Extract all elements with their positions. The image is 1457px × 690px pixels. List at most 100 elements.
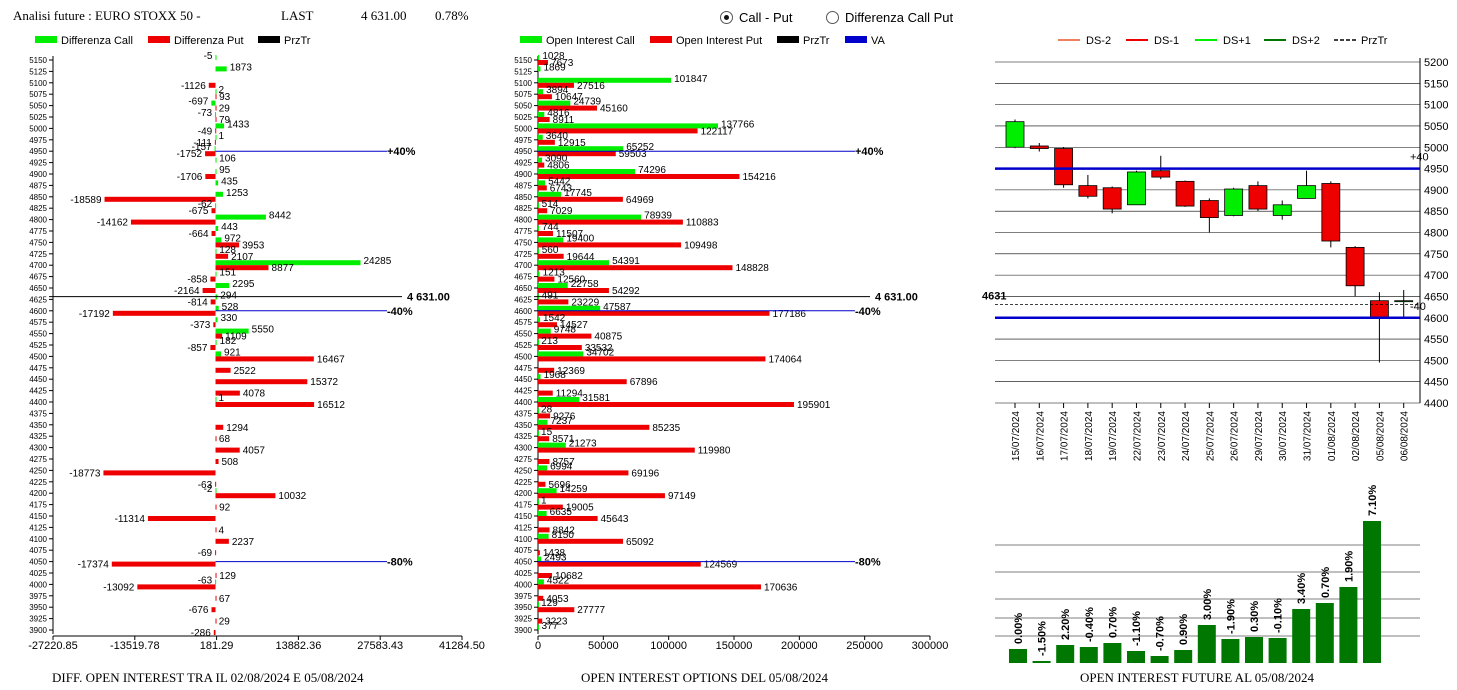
bar-put (112, 310, 216, 316)
bar-call (538, 180, 546, 186)
bar-put-label: 174064 (768, 354, 802, 365)
y-tick-label: 4950 (1424, 164, 1448, 176)
bar-call-label: 65252 (626, 142, 654, 153)
bar-call (538, 89, 544, 95)
bar-call (538, 533, 549, 539)
oi-bar (1268, 638, 1287, 663)
bar-put (538, 196, 623, 202)
bar-put (538, 333, 592, 339)
y-tick-label: 3900 (514, 626, 532, 635)
bar-put-label: 5696 (548, 480, 571, 491)
bar-put-label: 508 (222, 457, 239, 468)
bar-put-label: 15372 (310, 377, 338, 388)
bar-put (215, 550, 217, 556)
bar-put-label: 23229 (571, 297, 599, 308)
bar-put-label: -676 (188, 605, 208, 616)
x-tick-label: -13519.78 (110, 640, 160, 652)
bar-call (538, 328, 551, 334)
candle-body (1102, 187, 1122, 210)
bar-put (538, 139, 555, 145)
bar-put-label: 109498 (684, 240, 718, 251)
bar-call (215, 123, 225, 129)
bar-put (538, 527, 550, 533)
bar-call-label: 1 (219, 393, 225, 404)
bar-put (538, 185, 547, 191)
y-tick-label: 5000 (29, 124, 47, 133)
bar-put-label: -2164 (174, 286, 200, 297)
bar-put-label: -675 (188, 206, 208, 217)
bar-call (215, 260, 361, 266)
bar-put-label: -63 (198, 480, 213, 491)
y-tick-label: 4500 (29, 352, 47, 361)
y-tick-label: 5025 (29, 113, 47, 122)
bar-put (538, 94, 552, 100)
candle-body (1248, 185, 1268, 210)
bar-call-label: 8150 (552, 530, 575, 541)
x-tick-label: 27583.43 (357, 640, 403, 652)
candle-body (1199, 200, 1219, 218)
bar-call-label: 78939 (644, 211, 672, 222)
bar-put (210, 299, 216, 305)
bar-call (538, 260, 610, 266)
bar-put (538, 402, 794, 407)
legend-swatch-przTr (258, 36, 280, 43)
bar-put (147, 516, 216, 521)
radio-unselected-icon[interactable] (826, 11, 839, 24)
chart-open-interest-future: 0.00% -1.50% 2.20% -0.40% 0.70% -1.10% -0.70% 0… (995, 485, 1420, 663)
y-tick-label: 4825 (514, 204, 532, 213)
bar-put (215, 242, 240, 248)
legend-right-przTr-label: PrzTr (1361, 35, 1388, 47)
x-tick-label: 0 (535, 640, 541, 652)
oi-bar-label: 7.10% (1367, 485, 1379, 516)
y-tick-label: 5150 (1424, 78, 1448, 90)
bar-call-label: 101847 (674, 74, 708, 85)
legend-swatch-oi-put (650, 36, 672, 43)
bar-put-label: 4053 (546, 594, 569, 605)
bar-put-label: 110883 (686, 218, 719, 229)
y-tick-label: 5075 (514, 90, 532, 99)
y-tick-label: 4075 (29, 546, 47, 555)
bar-put-label: -858 (187, 275, 207, 286)
radio-differenza-call-put[interactable]: Differenza Call Put (826, 10, 953, 25)
radio-call-put[interactable]: Call - Put (720, 10, 792, 25)
bar-call (215, 157, 217, 163)
bar-put-label: 8571 (552, 434, 575, 445)
x-tick-label: 300000 (912, 640, 949, 652)
candle-body (1345, 247, 1365, 287)
bar-call-label: 8442 (269, 211, 292, 222)
candle-body (1321, 183, 1341, 242)
y-tick-label: 4300 (514, 444, 532, 453)
y-tick-label: 4850 (29, 193, 47, 202)
x-tick-label: 01/08/2024 (1327, 411, 1338, 461)
bar-put-label: 7029 (550, 206, 573, 217)
oi-bar-label: -1.50% (1037, 621, 1049, 656)
bar-call-label: 1253 (226, 188, 249, 199)
bar-call (215, 340, 217, 345)
legend-ds-2-label: DS-2 (1086, 35, 1111, 47)
bar-call (538, 237, 564, 243)
x-tick-label: 50000 (588, 640, 619, 652)
y-tick-label: 4550 (1424, 334, 1448, 346)
bar-call-label: 3090 (545, 154, 568, 165)
bar-call-label: 2493 (544, 553, 567, 564)
bar-put-label: 122117 (701, 126, 734, 137)
bar-call (215, 305, 219, 311)
bar-put-label: 54292 (612, 286, 640, 297)
x-tick-label: 150000 (716, 640, 753, 652)
bar-put (215, 493, 276, 499)
y-tick-label: 4625 (29, 295, 47, 304)
bar-put-label: 68 (219, 434, 231, 445)
y-tick-label: 4750 (29, 238, 47, 247)
bar-put-label: 2107 (231, 252, 254, 263)
bar-call (215, 328, 249, 334)
y-tick-label: 4475 (514, 364, 532, 373)
radio-selected-icon[interactable] (720, 11, 733, 24)
bar-call (538, 305, 601, 311)
y-tick-label: 4100 (514, 535, 532, 544)
bar-call (538, 169, 636, 174)
oi-bar-label: -0.40% (1084, 607, 1096, 642)
bar-call (538, 351, 584, 357)
bar-call (538, 271, 540, 277)
y-tick-label: 4175 (29, 501, 47, 510)
bar-put-label: -1126 (181, 81, 206, 92)
